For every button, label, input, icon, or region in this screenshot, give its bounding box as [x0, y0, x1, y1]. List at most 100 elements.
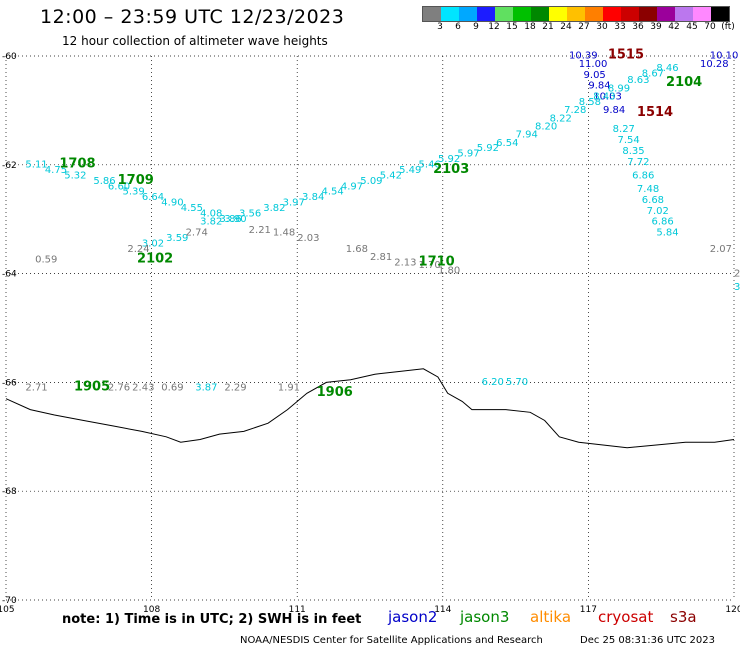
wave-height-value: 10.10 [710, 51, 739, 62]
wave-height-value: 11.00 [579, 59, 608, 70]
pass-time-label: 2103 [433, 162, 469, 177]
wave-height-value: 0.69 [161, 383, 183, 394]
wave-height-value: 5.86 [93, 176, 115, 187]
wave-height-value: 8.22 [550, 113, 572, 124]
wave-height-value: 3.02 [142, 238, 164, 249]
wave-height-value: 5.92 [477, 143, 499, 154]
coastline [5, 368, 735, 449]
pass-time-label: 2104 [666, 75, 702, 90]
wave-height-value: 10.28 [700, 59, 729, 70]
color-scale-swatch [531, 7, 549, 21]
pass-time-label: 1515 [608, 48, 644, 63]
wave-height-value: 5.11 [25, 160, 47, 171]
wave-height-value: 3.82 [200, 217, 222, 228]
x-tick-label: 108 [143, 605, 160, 615]
legend-item-cryosat: cryosat [598, 608, 654, 626]
color-scale-label: 12 [488, 22, 500, 32]
color-scale-swatch [567, 7, 585, 21]
color-scale-swatch [441, 7, 459, 21]
wave-height-value: 2.74 [186, 228, 208, 239]
wave-height-value: 8.46 [656, 63, 678, 74]
y-tick-label: -60 [2, 52, 17, 62]
wave-height-value: 7.94 [516, 130, 538, 141]
wave-height-value: 2.43 [132, 383, 154, 394]
y-tick-label: -66 [2, 378, 17, 388]
x-tick-label: 117 [580, 605, 597, 615]
wave-height-value: 1.70 [419, 260, 441, 271]
color-scale-label: 30 [596, 22, 608, 32]
legend-item-altika: altika [530, 608, 572, 626]
color-scale-label: 33 [614, 22, 626, 32]
color-scale-swatch [621, 7, 639, 21]
color-scale-swatch [549, 7, 567, 21]
wave-height-value: 6.68 [642, 195, 664, 206]
wave-height-value: 8.58 [579, 97, 601, 108]
chart-grid [5, 55, 735, 601]
wave-height-value: 4.08 [200, 208, 222, 219]
wave-height-value: 8.27 [613, 124, 635, 135]
wave-height-value: 1.91 [278, 383, 300, 394]
wave-height-value: 5.70 [506, 377, 528, 388]
x-tick-label: 114 [434, 605, 451, 615]
wave-height-value: 6.64 [142, 192, 164, 203]
wave-height-value: 6.20 [482, 377, 504, 388]
wave-height-value: 3.87 [195, 383, 217, 394]
wave-height-value: 2.29 [224, 383, 246, 394]
generated-timestamp: Dec 25 08:31:36 UTC 2023 [580, 635, 715, 646]
color-scale-label: 9 [473, 22, 479, 32]
pass-time-label: 1905 [74, 380, 110, 395]
x-tick-label: 105 [0, 605, 15, 615]
color-scale-swatch [603, 7, 621, 21]
wave-height-value: 1.68 [346, 244, 368, 255]
axis-ticks: 105 108 111 114 117 120 -60 -62 -64 -66 -68 -70 [0, 52, 740, 615]
wave-height-value: 6.86 [651, 217, 673, 228]
color-scale-swatch [423, 7, 441, 21]
wave-height-value: 9.84 [588, 81, 610, 92]
wave-height-value: 6.54 [496, 138, 518, 149]
wave-height-value: 3.97 [283, 198, 305, 209]
page-subtitle: 12 hour collection of altimeter wave hei… [62, 34, 328, 48]
wave-height-value: 8.63 [627, 75, 649, 86]
color-scale-bar [422, 6, 730, 22]
wave-height-value: 10.39 [569, 51, 598, 62]
wave-height-value: 8.67 [642, 69, 664, 80]
color-scale-label: 39 [650, 22, 662, 32]
wave-height-value: 3.82 [263, 203, 285, 214]
pass-time-label: 1709 [118, 173, 154, 188]
color-scale-swatch [657, 7, 675, 21]
x-tick-label: 120 [725, 605, 740, 615]
data-marks: 10.3911.009.059.8410.039.8410.1010.285.1… [25, 48, 740, 400]
wave-height-value: 8.20 [535, 121, 557, 132]
wave-height-value: 5.49 [399, 165, 421, 176]
legend-item-s3a: s3a [670, 608, 697, 626]
wave-height-value: 2.76 [108, 383, 130, 394]
y-tick-label: -70 [2, 596, 17, 606]
legend-item-jason2: jason2 [388, 608, 438, 626]
color-scale-swatch [585, 7, 603, 21]
wave-height-value: 5.09 [360, 176, 382, 187]
color-scale-swatch [675, 7, 693, 21]
wave-height-value: 3.56 [239, 208, 261, 219]
color-scale-swatch [459, 7, 477, 21]
wave-height-value: 10.03 [593, 92, 622, 103]
pass-time-label: 2102 [137, 252, 173, 267]
wave-height-value: 2.21 [249, 225, 271, 236]
wave-height-value: 3. [734, 282, 740, 293]
wave-height-value: 2.71 [25, 383, 47, 394]
y-tick-label: -64 [2, 270, 17, 280]
pass-time-label: 1906 [317, 385, 353, 400]
wave-height-value: 9.84 [603, 105, 625, 116]
wave-height-value: 8.35 [622, 146, 644, 157]
x-tick-label: 111 [289, 605, 306, 615]
wave-height-value: 2.81 [370, 252, 392, 263]
y-tick-label: -68 [2, 487, 17, 497]
wave-height-value: 1.80 [438, 266, 460, 277]
wave-height-value: 4.55 [181, 203, 203, 214]
wave-height-value: 7.28 [564, 105, 586, 116]
wave-height-value: 4.97 [341, 181, 363, 192]
wave-height-value: 7.48 [637, 184, 659, 195]
wave-height-value: 3.59 [166, 233, 188, 244]
wave-height-value: 8.43 [593, 92, 615, 103]
color-scale-label: 42 [668, 22, 680, 32]
wave-height-value: 5.39 [122, 187, 144, 198]
